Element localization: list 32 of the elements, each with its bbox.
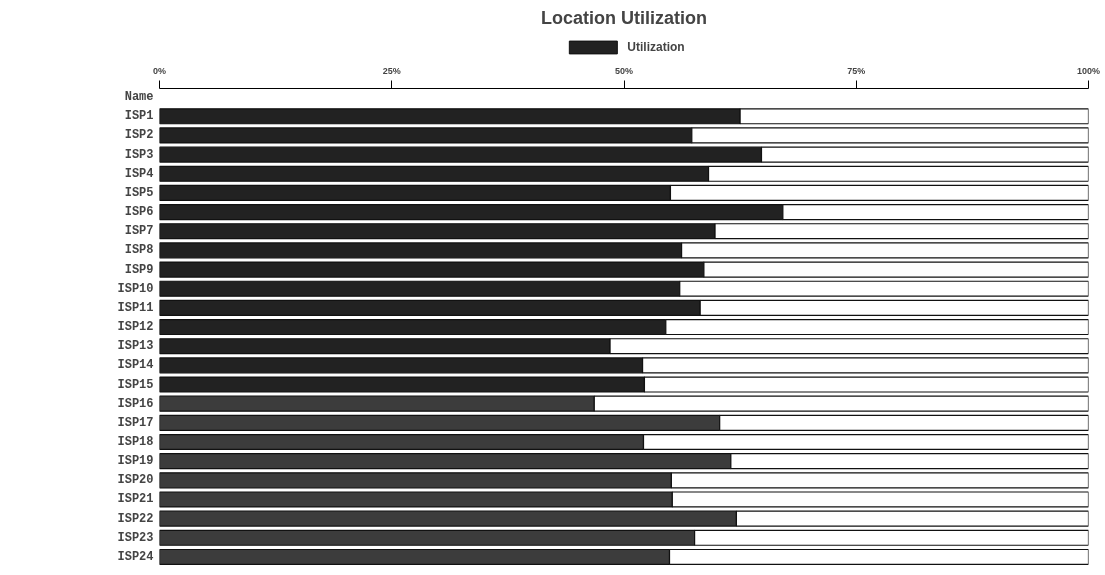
x-tick-label: 75% bbox=[847, 65, 866, 76]
chart-title: Location Utilization bbox=[541, 7, 707, 28]
x-tick-label: 25% bbox=[382, 65, 401, 76]
y-tick-label: ISP22 bbox=[117, 511, 154, 526]
y-tick-label: ISP24 bbox=[117, 549, 154, 564]
y-tick-label: ISP14 bbox=[117, 358, 154, 373]
y-tick-label: ISP11 bbox=[117, 300, 154, 315]
y-axis-title: Name bbox=[124, 90, 154, 105]
x-tick-label: 100% bbox=[1076, 65, 1101, 76]
y-tick-label: ISP19 bbox=[117, 454, 154, 469]
y-tick-label: ISP21 bbox=[117, 492, 154, 507]
y-tick-label: ISP8 bbox=[124, 243, 154, 258]
y-tick-label: ISP9 bbox=[124, 262, 154, 277]
y-tick-label: ISP12 bbox=[117, 320, 154, 335]
x-tick-label: 50% bbox=[614, 65, 634, 76]
y-tick-label: ISP6 bbox=[124, 205, 154, 220]
y-tick-label: ISP2 bbox=[124, 128, 154, 143]
y-tick-label: ISP13 bbox=[117, 339, 154, 354]
y-tick-label: ISP16 bbox=[117, 396, 154, 411]
legend-label: Utilization bbox=[627, 40, 685, 54]
y-tick-label: ISP7 bbox=[124, 224, 154, 239]
y-tick-label: ISP1 bbox=[124, 109, 154, 124]
y-tick-label: ISP20 bbox=[117, 473, 154, 488]
y-tick-label: ISP4 bbox=[124, 166, 154, 181]
y-tick-label: ISP3 bbox=[124, 147, 154, 162]
y-tick-label: ISP10 bbox=[117, 281, 154, 296]
y-tick-label: ISP23 bbox=[117, 530, 154, 545]
x-tick-label: 0% bbox=[153, 65, 167, 76]
y-tick-label: ISP5 bbox=[124, 185, 154, 200]
y-tick-label: ISP15 bbox=[117, 377, 154, 392]
y-tick-label: ISP17 bbox=[117, 415, 154, 430]
y-tick-label: ISP18 bbox=[117, 435, 154, 449]
